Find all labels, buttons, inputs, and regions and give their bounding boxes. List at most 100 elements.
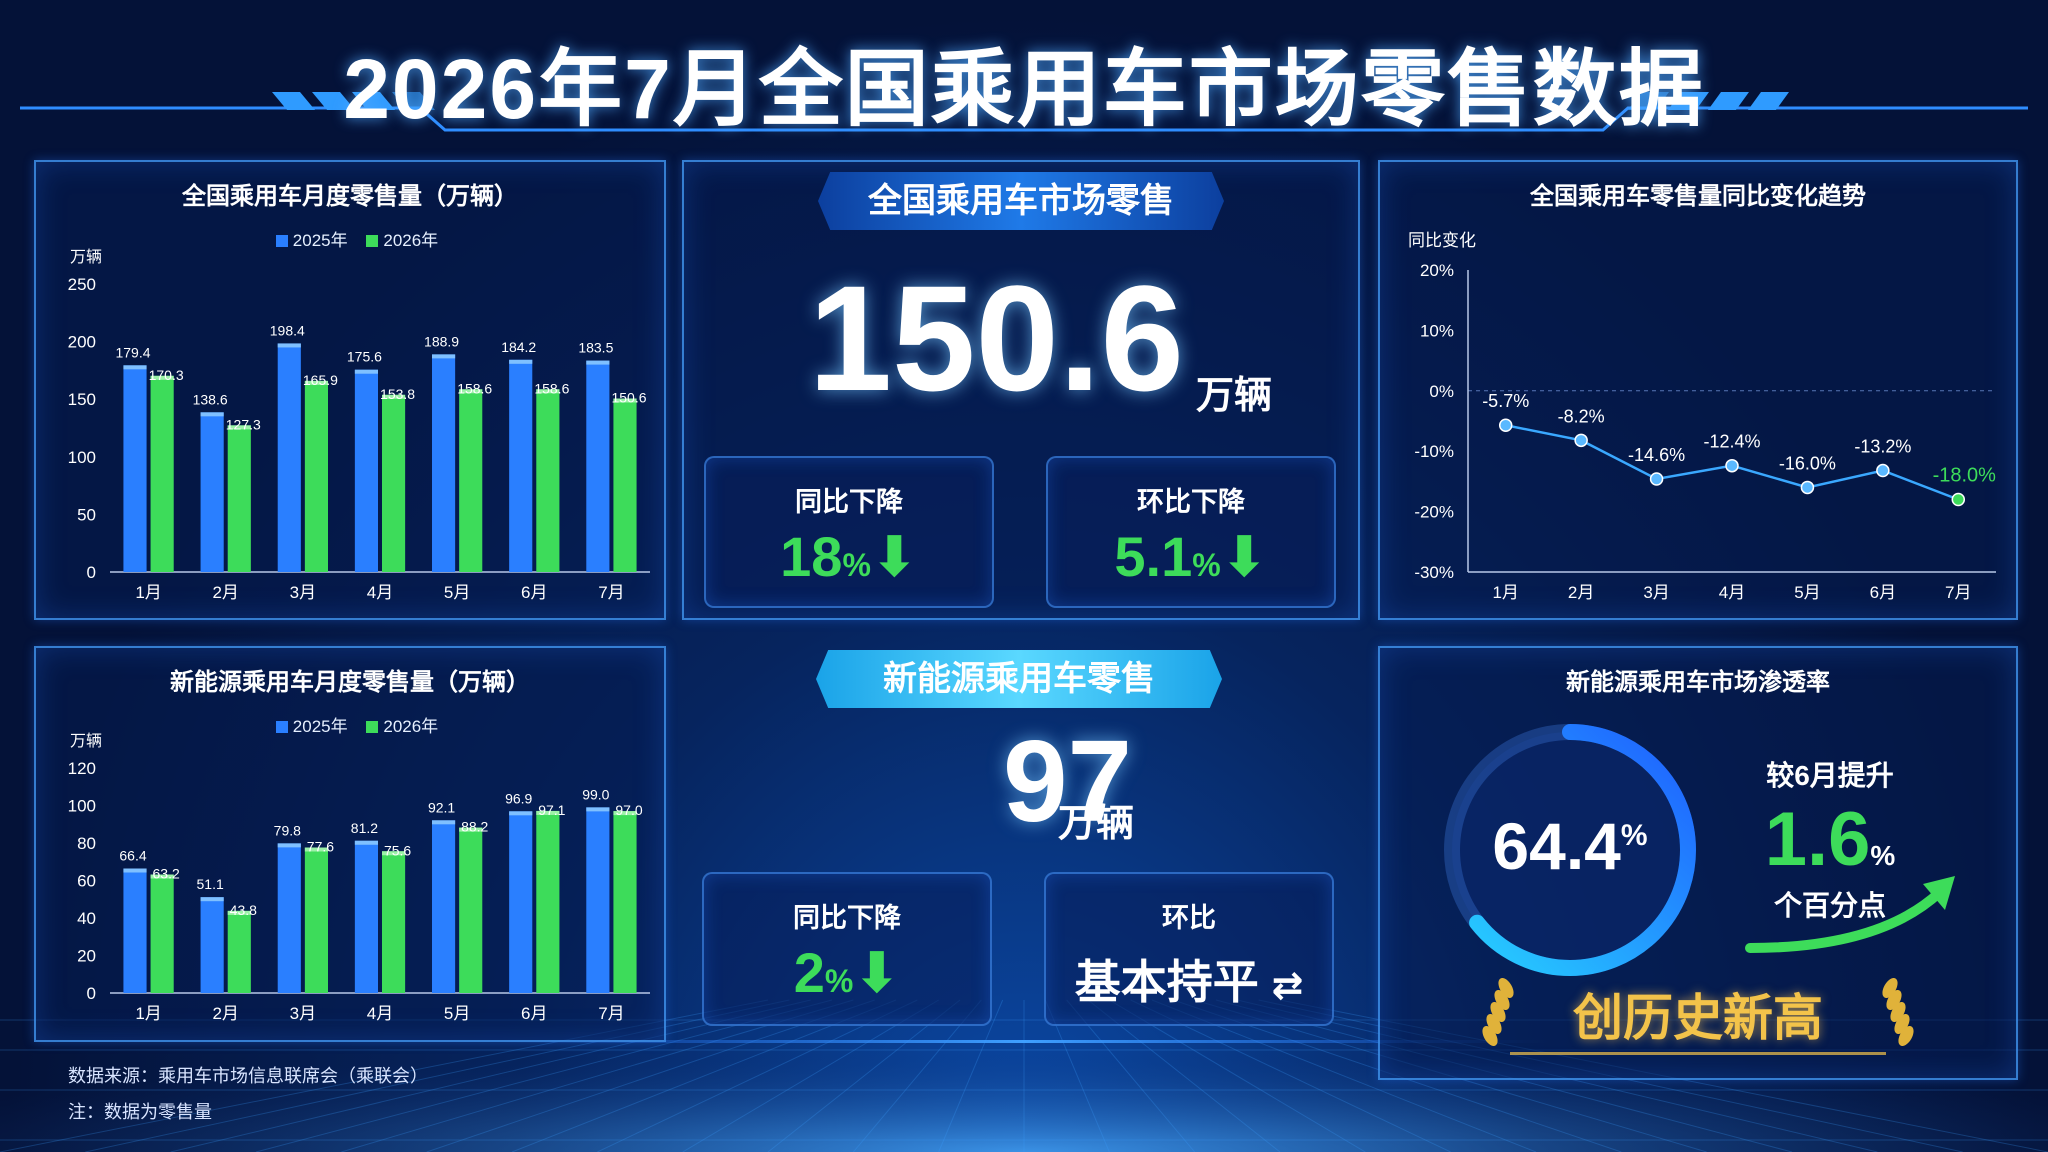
x-tick-label: 5月: [444, 583, 470, 602]
total-yoy-card: 同比下降 18%⬇: [704, 456, 994, 608]
panel-title: 全国乘用车月度零售量（万辆）: [182, 183, 518, 210]
bar-cap: [227, 910, 251, 915]
mom-unit: %: [1192, 547, 1221, 583]
y-tick-label: 0%: [1429, 382, 1454, 401]
bar-value-label: 165.9: [303, 372, 338, 388]
x-tick-label: 3月: [290, 1004, 316, 1023]
bar-value-label: 96.9: [505, 790, 532, 806]
bar-value-label: 97.0: [615, 802, 642, 818]
floor-grid-line: [938, 999, 1004, 1152]
y-tick-label: -20%: [1414, 503, 1454, 522]
bar-cap: [150, 375, 174, 380]
bar-cap: [509, 359, 533, 364]
ribbon-nev: 新能源乘用车零售: [816, 650, 1222, 708]
bar-cap: [354, 369, 378, 374]
data-point-2月: [1574, 433, 1588, 448]
x-tick-label: 6月: [521, 1004, 547, 1023]
y-tick-label: 60: [77, 872, 96, 891]
nev-yoy-label: 同比下降: [793, 903, 901, 933]
yoy-value-row: 18%⬇: [706, 524, 992, 590]
trend-up-arrow-icon: [1745, 887, 1945, 953]
total-bar-chart: 万辆 0 50 100 150 200 250 1月 179.4 170.3 2月 138.6 127.…: [68, 248, 650, 602]
bar-value-label: 63.2: [153, 866, 180, 882]
x-tick-label: 7月: [598, 583, 624, 602]
bar-cap: [354, 840, 378, 845]
bar-value-label: 198.4: [270, 322, 305, 338]
penetration-rate: 64.4%: [1470, 808, 1670, 884]
bar-value-label: 175.6: [347, 349, 382, 365]
y-tick-label: 120: [68, 759, 96, 778]
bar-2025年-1月: [123, 868, 147, 993]
penetration-value: 64.4: [1492, 809, 1621, 883]
data-point-4月: [1725, 458, 1739, 473]
bar-cap: [536, 810, 560, 815]
chart-legend: 2025年 2026年: [36, 226, 664, 251]
y-tick-label: -10%: [1414, 442, 1454, 461]
bar-2025年-6月: [509, 811, 533, 993]
x-tick-label: 7月: [1945, 583, 1971, 602]
bar-cap: [459, 827, 483, 832]
bar-value-label: 79.8: [274, 822, 301, 838]
x-tick-label: 3月: [1643, 583, 1669, 602]
y-tick-label: 250: [68, 275, 96, 294]
bar-cap: [123, 365, 147, 370]
nev-retail-unit: 万辆: [1058, 803, 1135, 845]
x-tick-label: 2月: [212, 583, 238, 602]
floor-highlight: [500, 1040, 1548, 1043]
bar-cap: [509, 811, 533, 816]
bar-cap: [277, 843, 301, 848]
bar-cap: [277, 343, 301, 348]
x-tick-label: 4月: [1719, 583, 1745, 602]
mom-label: 环比下降: [1137, 487, 1245, 517]
data-point-7月: [1951, 492, 1966, 507]
bar-cap: [123, 868, 147, 873]
total-retail-value: 150.6: [808, 254, 1184, 422]
x-tick-label: 5月: [444, 1004, 470, 1023]
bar-value-label: 158.6: [534, 380, 569, 396]
bar-cap: [432, 354, 456, 359]
data-label: -12.4%: [1703, 432, 1760, 452]
footer-source: 数据来源：乘用车市场信息联席会（乘联会）: [68, 1066, 428, 1086]
bar-value-label: 127.3: [226, 416, 261, 432]
record-underline: [1510, 1052, 1886, 1055]
bar-2025年-2月: [200, 897, 224, 993]
bar-value-label: 170.3: [149, 367, 184, 383]
floor-grid-line: [170, 999, 811, 1152]
data-point-3月: [1649, 472, 1664, 486]
up-value-row: 1.6%: [1730, 796, 1930, 883]
total-retail-unit: 万辆: [1196, 375, 1273, 417]
bar-value-label: 99.0: [582, 786, 609, 802]
data-label: -18.0%: [1933, 465, 1997, 487]
nev-mom-label: 环比: [1162, 903, 1216, 933]
y-axis-label: 同比变化: [1408, 231, 1476, 250]
bar-value-label: 75.6: [384, 842, 411, 858]
bar-2025年-3月: [277, 343, 301, 572]
arrows-left-right-icon: ⇄: [1271, 965, 1304, 1007]
trend-up-arrowhead-icon: [1923, 876, 1955, 910]
data-point-6月: [1876, 463, 1890, 478]
bar-value-label: 77.6: [307, 839, 334, 855]
bar-cap: [586, 807, 610, 812]
x-tick-label: 5月: [1794, 583, 1820, 602]
bar-2025年-7月: [586, 807, 610, 993]
legend-swatch-2025: [275, 721, 288, 733]
bar-cap: [459, 389, 483, 394]
x-tick-label: 1月: [1492, 583, 1518, 602]
bar-value-label: 158.6: [457, 380, 492, 396]
legend-label-2025: 2025年: [292, 231, 348, 250]
panel-total-kpi: 全国乘用车市场零售 150.6 万辆 同比下降 18%⬇ 环比下降 5.1%⬇: [682, 160, 1360, 620]
arrow-down-icon: ⬇: [1220, 525, 1268, 588]
laurel-left-icon: [1482, 978, 1514, 1046]
bar-2026年-3月: [304, 380, 328, 572]
bar-2026年-3月: [304, 847, 328, 993]
bar-cap: [200, 897, 224, 902]
bar-cap: [382, 394, 406, 399]
ribbon-total: 全国乘用车市场零售: [818, 172, 1224, 230]
data-label: -8.2%: [1558, 406, 1605, 426]
x-tick-label: 3月: [290, 583, 316, 602]
bar-cap: [304, 380, 328, 385]
x-tick-label: 6月: [1870, 583, 1896, 602]
legend-swatch-2026: [366, 721, 379, 733]
data-label: -5.7%: [1482, 391, 1529, 411]
panel-yoy-trend: 全国乘用车零售量同比变化趋势 同比变化 20% 10% 0% -10% -20% -30% -…: [1378, 160, 2018, 620]
